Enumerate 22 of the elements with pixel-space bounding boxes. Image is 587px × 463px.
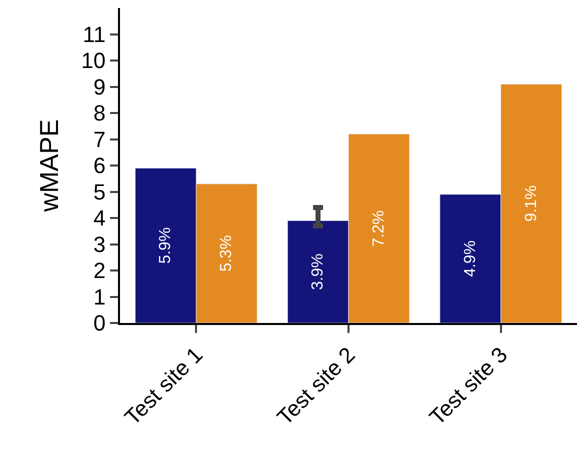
y-axis-title: wMAPE xyxy=(34,119,64,213)
y-tick-label: 0 xyxy=(93,310,106,336)
y-tick-label: 3 xyxy=(93,232,106,257)
x-tick-label: Test site 3 xyxy=(424,342,512,430)
y-tick-label: 2 xyxy=(93,258,106,284)
y-tick-label: 11 xyxy=(82,22,106,47)
data-label: 4.9% xyxy=(462,240,479,277)
data-label: 3.9% xyxy=(310,254,327,290)
y-tick-label: 9 xyxy=(93,74,106,100)
data-label: 7.2% xyxy=(370,210,388,247)
y-tick-label: 10 xyxy=(81,48,106,74)
y-tick-label: 4 xyxy=(93,206,106,231)
data-label: 5.3% xyxy=(218,235,236,272)
x-tick-label: Test site 2 xyxy=(272,342,360,430)
y-tick-label: 1 xyxy=(93,284,106,310)
y-tick-label: 6 xyxy=(93,153,106,178)
data-label: 5.9% xyxy=(157,227,174,264)
x-tick-label: Test site 1 xyxy=(120,342,208,430)
y-tick-label: 8 xyxy=(93,100,106,126)
data-label: 9.1% xyxy=(522,185,540,222)
y-tick-label: 7 xyxy=(93,126,106,152)
y-tick-label: 5 xyxy=(93,179,106,204)
